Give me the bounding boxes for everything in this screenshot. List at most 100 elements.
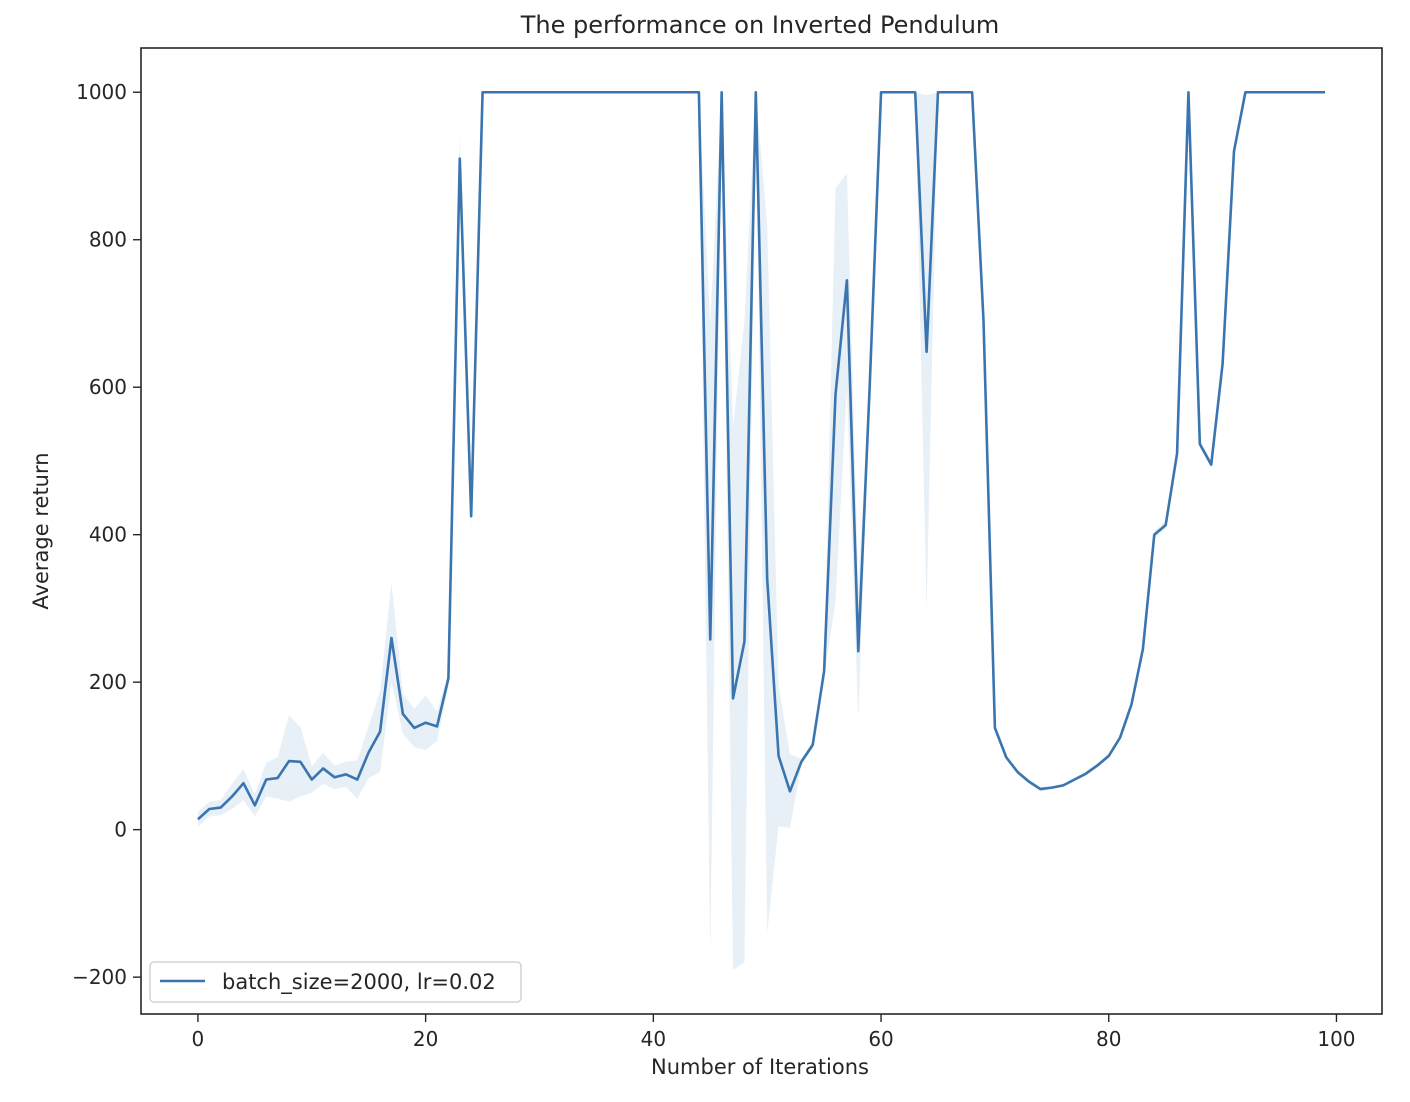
series-0-point-77	[1073, 778, 1076, 781]
series-0-point-93	[1255, 91, 1258, 94]
y-tick-label-800: 800	[89, 228, 127, 252]
series-0-point-41	[663, 91, 666, 94]
series-0-point-90	[1221, 362, 1224, 365]
series-0-point-49	[755, 91, 758, 94]
legend-label-series-0: batch_size=2000, lr=0.02	[222, 970, 496, 995]
series-0-point-1	[208, 808, 211, 811]
series-0-point-63	[914, 91, 917, 94]
series-0-point-43	[686, 91, 689, 94]
series-0-point-98	[1312, 91, 1315, 94]
series-0-point-11	[322, 767, 325, 770]
series-0-point-61	[891, 91, 894, 94]
series-0-point-58	[857, 650, 860, 653]
series-0-point-38	[629, 91, 632, 94]
series-0-point-86	[1176, 452, 1179, 455]
series-0-point-50	[766, 578, 769, 581]
series-0-point-74	[1039, 788, 1042, 791]
series-0-point-32	[561, 91, 564, 94]
axes-frame	[140, 47, 1383, 1015]
series-0-point-70	[994, 727, 997, 730]
series-0-point-10	[310, 778, 313, 781]
series-0-point-4	[242, 782, 245, 785]
series-0-point-96	[1290, 91, 1293, 94]
series-0-point-5	[254, 804, 257, 807]
series-0-point-23	[458, 157, 461, 160]
y-axis-ticks: −200 0 200 400 600 800 1000	[72, 80, 141, 989]
series-0-point-94	[1267, 91, 1270, 94]
series-0-point-82	[1130, 703, 1133, 706]
series-0-point-67	[959, 91, 962, 94]
x-axis-label: Number of Iterations	[651, 1055, 869, 1079]
series-0-point-19	[413, 727, 416, 730]
x-axis-ticks: 0 20 40 60 80 100	[192, 1014, 1356, 1051]
series-0-point-12	[333, 776, 336, 779]
series-0-point-36	[607, 91, 610, 94]
series-0-point-87	[1187, 91, 1190, 94]
series-0-point-69	[982, 320, 985, 323]
y-tick-label--200: −200	[72, 965, 127, 989]
series-0-point-95	[1278, 91, 1281, 94]
series-0-point-71	[1005, 756, 1008, 759]
series-0-point-37	[618, 91, 621, 94]
series-0-point-59	[868, 386, 871, 389]
series-0-point-2	[219, 806, 222, 809]
y-tick-label-0: 0	[114, 818, 127, 842]
y-tick-label-200: 200	[89, 670, 127, 694]
series-0-point-80	[1107, 755, 1110, 758]
x-tick-label-40: 40	[641, 1027, 666, 1051]
series-0-point-62	[903, 91, 906, 94]
series-0-point-29	[527, 91, 530, 94]
series-0-point-73	[1028, 780, 1031, 783]
series-0-point-39	[641, 91, 644, 94]
y-tick-label-400: 400	[89, 523, 127, 547]
series-0-point-27	[504, 91, 507, 94]
series-0-point-26	[493, 91, 496, 94]
series-0-point-91	[1233, 150, 1236, 153]
x-tick-label-20: 20	[413, 1027, 438, 1051]
series-0-point-88	[1199, 443, 1202, 446]
x-tick-label-80: 80	[1096, 1027, 1121, 1051]
series-0-point-68	[971, 91, 974, 94]
series-0-point-79	[1096, 764, 1099, 767]
series-0-point-72	[1016, 771, 1019, 774]
series-0-point-25	[481, 91, 484, 94]
series-0-point-16	[379, 730, 382, 733]
x-tick-label-0: 0	[192, 1027, 205, 1051]
series-0-point-14	[356, 778, 359, 781]
x-tick-label-100: 100	[1317, 1027, 1355, 1051]
series-0-point-89	[1210, 463, 1213, 466]
series-0-point-7	[276, 777, 279, 780]
series-0-point-28	[515, 91, 518, 94]
series-0-point-92	[1244, 91, 1247, 94]
y-tick-label-1000: 1000	[76, 80, 127, 104]
series-0-point-83	[1142, 648, 1145, 651]
series-0-confidence-band	[197, 92, 1326, 970]
series-0-point-75	[1051, 786, 1054, 789]
series-0-point-99	[1324, 91, 1327, 94]
series-0-point-85	[1164, 524, 1167, 527]
y-axis-label: Average return	[29, 452, 53, 609]
y-tick-label-600: 600	[89, 375, 127, 399]
plot-area	[197, 90, 1327, 970]
series-0-point-8	[288, 760, 291, 763]
series-0-point-57	[846, 279, 849, 282]
x-tick-label-60: 60	[868, 1027, 893, 1051]
series-0-point-3	[231, 795, 234, 798]
series-0-point-33	[572, 91, 575, 94]
series-0-point-0	[197, 818, 200, 821]
series-0-point-6	[265, 778, 268, 781]
series-0-point-53	[800, 761, 803, 764]
series-0-point-46	[720, 91, 723, 94]
series-0-point-15	[367, 751, 370, 754]
series-0-point-31	[550, 91, 553, 94]
series-0-point-56	[834, 393, 837, 396]
series-0-point-45	[709, 638, 712, 641]
series-0-point-97	[1301, 91, 1304, 94]
series-0-point-42	[675, 91, 678, 94]
series-0-point-55	[823, 670, 826, 673]
series-0-point-35	[595, 91, 598, 94]
series-0-point-24	[470, 515, 473, 518]
legend: batch_size=2000, lr=0.02	[149, 961, 522, 1003]
